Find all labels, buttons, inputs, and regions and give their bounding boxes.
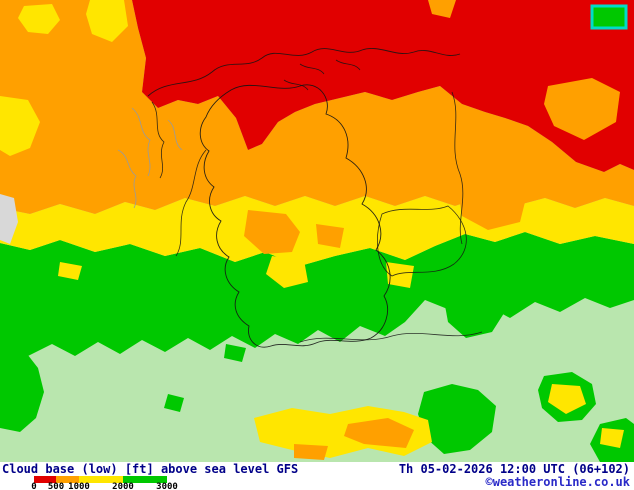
map-patch-yellow-in-green-3 — [58, 262, 82, 280]
legend-segment-orange — [56, 476, 79, 483]
weather-map-svg — [0, 0, 634, 462]
map-region-red — [132, 0, 634, 172]
map-patch-orange-top-notch — [428, 0, 456, 18]
map-canvas — [0, 0, 634, 462]
border-north-coast — [147, 48, 461, 97]
contour-grey-1 — [131, 107, 151, 177]
border-alps — [299, 331, 483, 343]
color-scale-bar — [34, 476, 167, 483]
border-czech — [377, 205, 467, 277]
color-scale-legend: 0 500 1000 2000 3000 — [31, 476, 184, 490]
footer-right: Th 05-02-2026 12:00 UTC (06+102) ©weathe… — [399, 463, 630, 490]
legend-segment-green — [123, 476, 167, 483]
map-patch-orange-in-red — [544, 78, 620, 140]
timestamp: Th 05-02-2026 12:00 UTC (06+102) — [398, 462, 630, 476]
map-patch-green-1 — [444, 274, 506, 338]
map-patch-yellow-in-green-2 — [386, 262, 414, 288]
legend-tick-500: 500 — [47, 482, 65, 490]
contour-grey-3 — [117, 149, 137, 209]
border-poland — [451, 91, 464, 245]
map-patch-orange-in-yellow-2 — [316, 224, 344, 248]
map-patch-yellow-topleft-2 — [86, 0, 128, 42]
map-patch-green-6 — [164, 394, 184, 412]
border-baltic-islands — [283, 59, 361, 91]
legend-tick-0: 0 — [31, 482, 37, 490]
product-label: Cloud base (low) [ft] above sea level GF… — [2, 462, 299, 476]
legend-tick-3000: 3000 — [156, 482, 178, 490]
footer-bar: Cloud base (low) [ft] above sea level GF… — [0, 462, 634, 490]
map-patch-yellow-in-green-1 — [266, 256, 308, 288]
map-patch-yellow-right-2 — [600, 428, 624, 448]
map-patch-orange-in-yellow-1 — [244, 210, 300, 254]
highlight-box — [590, 4, 628, 30]
map-patch-green-5 — [224, 344, 246, 362]
contour-grey-2 — [167, 119, 183, 151]
legend-tick-1000: 1000 — [68, 482, 90, 490]
legend-segment-yellow — [79, 476, 123, 483]
border-netherlands-coast — [151, 101, 165, 179]
legend-tick-2000: 2000 — [112, 482, 134, 490]
map-region-green-band — [0, 232, 634, 356]
copyright-link[interactable]: ©weatheronline.co.uk — [485, 475, 631, 489]
legend-segment-red — [34, 476, 56, 483]
map-region-orange-band — [0, 0, 634, 214]
border-germany — [199, 84, 391, 348]
map-patch-grey — [0, 194, 18, 244]
map-region-green-tongue-left — [0, 344, 44, 432]
map-patch-green-2 — [418, 384, 496, 454]
map-patch-orange-bottom-1 — [344, 418, 414, 448]
map-patch-yellow-left-edge — [0, 96, 40, 156]
map-patch-yellow-topleft-1 — [18, 4, 60, 34]
footer-left: Cloud base (low) [ft] above sea level GF… — [2, 463, 298, 490]
map-patch-yellow-right-1 — [548, 384, 586, 414]
map-patch-orange-in-yellow-3 — [458, 186, 526, 230]
legend-tick-labels: 0 500 1000 2000 3000 — [31, 482, 178, 490]
border-west — [175, 149, 207, 257]
map-patch-orange-bottom-2 — [294, 444, 328, 460]
